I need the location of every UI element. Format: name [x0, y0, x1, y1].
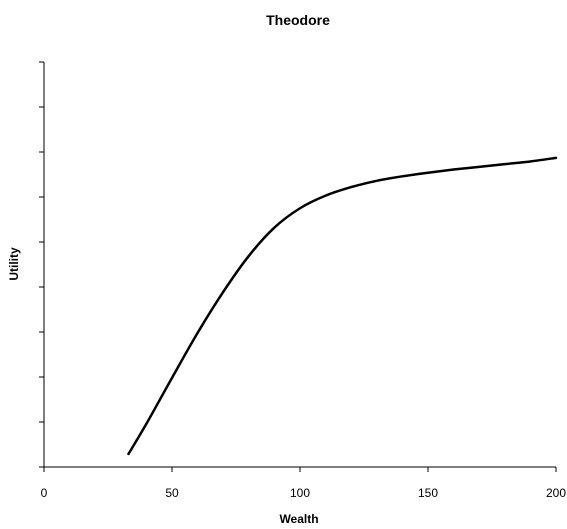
axes: 0 50 100 150 200	[39, 61, 566, 500]
x-tick-label: 0	[41, 486, 48, 500]
x-tick-label: 100	[290, 486, 310, 500]
y-ticks	[39, 61, 44, 468]
series-layer	[127, 156, 558, 456]
x-tick-label: 50	[165, 486, 179, 500]
x-tick-label: 200	[546, 486, 566, 500]
x-tick-label: 150	[418, 486, 438, 500]
chart-title: Theodore	[266, 12, 330, 28]
x-ticks: 0 50 100 150 200	[41, 467, 566, 500]
utility-curve	[127, 156, 558, 456]
y-axis-label: Utility	[7, 247, 21, 281]
x-axis-label: Wealth	[279, 512, 318, 526]
